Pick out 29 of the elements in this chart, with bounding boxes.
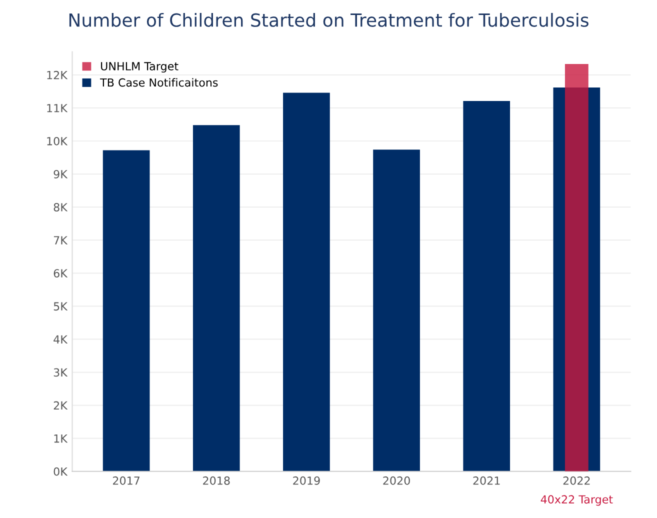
bar xyxy=(564,64,588,472)
bar xyxy=(283,92,330,472)
legend-label: TB Case Notificaitons xyxy=(100,78,218,87)
y-tick-label: 9K xyxy=(54,170,68,178)
x-tick-label: 2021 xyxy=(473,476,500,485)
bar xyxy=(463,101,510,472)
y-tick-label: 12K xyxy=(47,70,68,80)
y-tick-label: 3K xyxy=(54,368,68,377)
y-tick-label: 6K xyxy=(54,269,68,278)
y-tick-label: 1K xyxy=(54,434,68,443)
x-tick-label: 2022 xyxy=(563,476,590,485)
y-tick-label: 11K xyxy=(47,104,68,112)
bar xyxy=(102,150,150,472)
y-tick-label: 4K xyxy=(54,335,68,344)
x-tick-label: 2020 xyxy=(383,476,410,485)
y-tick-label: 5K xyxy=(54,302,68,311)
text: 40x22 Target xyxy=(540,495,613,506)
y-tick-label: 10K xyxy=(47,136,68,146)
x-tick-label: 2019 xyxy=(293,476,320,485)
bar xyxy=(373,150,420,472)
y-tick-label: 7K xyxy=(54,236,68,244)
x-tick-label: 2018 xyxy=(203,476,230,485)
y-tick-label: 8K xyxy=(54,203,68,212)
chart-title: Number of Children Started on Treatment for Tuberculosis xyxy=(69,12,588,27)
y-tick-label: 2K xyxy=(54,401,68,410)
y-tick-label: 0K xyxy=(54,467,68,476)
x-tick-label: 2017 xyxy=(112,476,140,485)
bar xyxy=(192,125,240,472)
legend-label: UNHLM Target xyxy=(101,62,178,73)
